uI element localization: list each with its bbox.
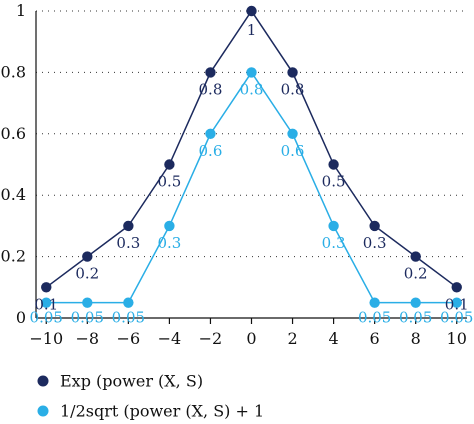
x-tick-label: 8 — [411, 329, 421, 348]
x-tick-label: −4 — [158, 329, 182, 348]
data-point-series-1 — [369, 220, 380, 232]
data-label-series-2: 0.05 — [399, 309, 432, 327]
data-label-series-2: 0.3 — [157, 234, 181, 252]
data-point-series-2 — [41, 297, 52, 308]
data-label-series-1: 0.8 — [281, 80, 305, 98]
legend-marker-series-1 — [37, 375, 49, 387]
x-tick-label: −10 — [29, 329, 63, 348]
legend: Exp (power (X, S) 1/2sqrt (power (X, S) +… — [37, 372, 264, 421]
data-label-series-1: 0.1 — [34, 295, 58, 313]
data-label-series-1: 0.5 — [322, 173, 346, 191]
data-point-series-1 — [451, 282, 462, 293]
y-tick-label: 0.8 — [1, 62, 26, 81]
legend-label-series-1: Exp (power (X, S) — [60, 372, 203, 391]
data-point-series-1 — [164, 159, 175, 170]
data-label-series-1: 0.2 — [75, 265, 99, 283]
data-label-series-2: 0.05 — [440, 309, 473, 327]
data-label-series-1: 0.8 — [199, 80, 223, 98]
y-tick-label: 0.4 — [1, 185, 26, 204]
data-point-series-2 — [328, 220, 339, 232]
data-point-series-2 — [123, 297, 134, 308]
y-tick-label: 0.6 — [1, 124, 26, 143]
x-tick-label: −2 — [199, 329, 223, 348]
x-tick-label: 6 — [370, 329, 380, 348]
data-point-series-1 — [328, 159, 339, 170]
data-label-series-2: 0.3 — [322, 234, 346, 252]
data-label-series-2: 0.05 — [358, 309, 391, 327]
x-tick-label: −8 — [76, 329, 100, 348]
y-tick-label: 1 — [16, 1, 26, 20]
y-tick-label: 0 — [16, 308, 26, 327]
data-point-series-2 — [82, 297, 93, 308]
axis-layer: 0 0.2 0.4 0.6 0.8 1 −10 −8 −6 −4 −2 0 2 4 6 8 10 — [1, 1, 467, 348]
data-point-series-2 — [205, 128, 216, 139]
data-point-series-1 — [287, 67, 298, 78]
data-label-series-2: 0.6 — [199, 142, 223, 160]
data-point-series-2 — [451, 297, 462, 308]
data-label-series-2: 0.8 — [240, 80, 264, 98]
data-point-series-1 — [41, 282, 52, 293]
data-point-series-1 — [82, 251, 93, 262]
data-point-series-1 — [123, 220, 134, 232]
grid-layer — [36, 10, 467, 258]
data-point-series-2 — [410, 297, 421, 308]
data-label-series-2: 0.05 — [30, 309, 63, 327]
x-tick-label: 2 — [287, 329, 297, 348]
legend-label-series-2: 1/2sqrt (power (X, S) + 1 — [60, 402, 264, 421]
data-point-series-2 — [164, 220, 175, 232]
series-line-2 — [46, 71, 457, 304]
legend-marker-series-2 — [37, 405, 49, 417]
series-layer — [41, 5, 462, 308]
data-label-series-1: 0.3 — [363, 234, 387, 252]
data-point-series-2 — [369, 297, 380, 308]
data-point-series-1 — [205, 67, 216, 78]
data-label-series-1: 0.2 — [404, 265, 428, 283]
data-point-series-2 — [287, 128, 298, 139]
series-line-1 — [45, 9, 458, 288]
data-label-series-1: 0.1 — [445, 295, 469, 313]
x-tick-label: 0 — [246, 329, 256, 348]
data-label-series-2: 0.6 — [281, 142, 305, 160]
data-label-series-2: 0.05 — [112, 309, 145, 327]
data-label-series-1: 0.3 — [116, 234, 140, 252]
data-label-series-1: 1 — [247, 21, 257, 39]
x-tick-label: −6 — [117, 329, 141, 348]
x-tick-label: 10 — [447, 329, 467, 348]
data-label-series-1: 0.5 — [157, 173, 181, 191]
data-label-series-2: 0.05 — [71, 309, 104, 327]
x-tick-label: 4 — [329, 329, 339, 348]
data-label-layer: 0.10.20.30.50.810.80.50.30.20.10.05 0.05 0… — [30, 21, 474, 327]
data-point-series-1 — [246, 5, 257, 17]
data-point-series-1 — [410, 251, 421, 262]
data-point-series-2 — [246, 67, 257, 78]
y-tick-label: 0.2 — [1, 247, 26, 266]
